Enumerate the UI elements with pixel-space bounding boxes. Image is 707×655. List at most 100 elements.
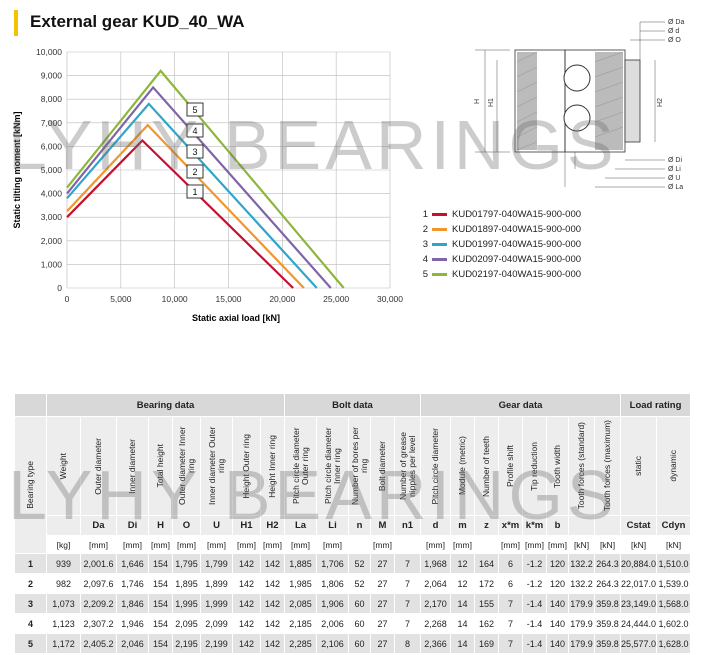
callout-box: [186, 102, 204, 117]
x-tick-label: 20,000: [269, 294, 295, 304]
callout-box: [186, 144, 204, 159]
table-cell: 142: [232, 573, 261, 594]
table-cell: 1,795: [172, 553, 201, 574]
column-unit: [mm]: [200, 535, 233, 554]
column-symbol: n1: [394, 515, 421, 536]
table-cell: 154: [148, 573, 173, 594]
table-cell: 142: [260, 633, 285, 654]
table-cell: 142: [232, 593, 261, 614]
diag-label-o: Ø O: [668, 37, 681, 44]
table-cell: 2,064: [420, 573, 451, 594]
table-cell: 1,073: [46, 593, 81, 614]
x-tick-label: 30,000: [377, 294, 403, 304]
table-cell: 1,906: [316, 593, 349, 614]
column-label: Outer diameter Inner ring: [172, 416, 201, 516]
table-cell: 179.9: [568, 633, 595, 654]
column-label: Height Inner ring: [260, 416, 285, 516]
table-cell: 142: [232, 633, 261, 654]
column-unit: [kN]: [594, 535, 621, 554]
diag-label-la: Ø La: [668, 184, 683, 191]
column-symbol: Da: [80, 515, 117, 536]
column-symbol: [46, 515, 81, 536]
page-title: External gear KUD_40_WA: [30, 12, 245, 31]
table-label-row: Bearing type Weight Outer diameter Inner di…: [14, 416, 692, 554]
table-cell: 2,085: [284, 593, 317, 614]
table-cell: 12: [450, 573, 475, 594]
column-label: Number of bores per ring: [348, 416, 371, 516]
table-cell: -1.2: [522, 553, 547, 574]
table-cell: 120: [546, 573, 569, 594]
table-row: 1 939 2,001.6 1,646 154 1,795 1,799 142 142 1,885…: [14, 553, 692, 574]
table-cell: 1,646: [116, 553, 149, 574]
table-cell: 2,046: [116, 633, 149, 654]
column-symbol: H1: [232, 515, 261, 536]
callout-label: 2: [192, 167, 197, 177]
callout-label: 1: [192, 187, 197, 197]
callout-box: [186, 123, 204, 138]
table-cell: 60: [348, 593, 371, 614]
column-label: Pitch circle diameter: [420, 416, 451, 516]
table-cell: 2,195: [172, 633, 201, 654]
series-callout-3: 3: [186, 144, 204, 159]
table-cell: 7: [498, 613, 523, 634]
column-label: Number of teeth: [474, 416, 499, 516]
column-label: Bolt diameter: [370, 416, 395, 516]
column-label: Outer diameter: [80, 416, 117, 516]
table-cell: 179.9: [568, 593, 595, 614]
series-callout-5: 5: [186, 102, 204, 117]
table-cell: 1,746: [116, 573, 149, 594]
column-unit: [mm]: [260, 535, 285, 554]
y-axis-label: Static tilting moment [kNm]: [12, 111, 22, 228]
column-label: Profile shift: [498, 416, 523, 516]
table-cell: 27: [370, 593, 395, 614]
callout-box: [186, 164, 204, 179]
chart-grid: [66, 51, 391, 289]
table-cell: 154: [148, 613, 173, 634]
column-symbol: Di: [116, 515, 149, 536]
table-cell: 2,199: [200, 633, 233, 654]
table-cell: 7: [394, 573, 421, 594]
column-symbol: Li: [316, 515, 349, 536]
legend-item: 3 KUD01997-040WA15-900-000: [418, 237, 581, 252]
column-symbol: O: [172, 515, 201, 536]
callout-box: [186, 184, 204, 199]
bearing-cross-section-diagram: Ø Da Ø d Ø O Ø Di Ø Li Ø U Ø La H H1 H2: [474, 19, 684, 191]
column-unit: [kN]: [656, 535, 692, 554]
diag-label-h1: H1: [488, 98, 495, 107]
table-cell: 2,097.6: [80, 573, 117, 594]
y-tick-label: 3,000: [41, 212, 63, 222]
table-cell: 142: [232, 613, 261, 634]
series-line-4: [66, 85, 332, 289]
table-body: 1 939 2,001.6 1,646 154 1,795 1,799 142 142 1,885…: [14, 553, 692, 654]
series-line-2: [66, 123, 305, 289]
table-cell: 264.3: [594, 573, 621, 594]
column-unit: [mm]: [370, 535, 395, 554]
row-id-cell: 3: [14, 593, 47, 614]
column-label: Tooth forces (maximum): [594, 416, 621, 516]
table-cell: 1,999: [200, 593, 233, 614]
column-unit: [mm]: [148, 535, 173, 554]
column-symbol: H: [148, 515, 173, 536]
column-unit: [kN]: [568, 535, 595, 554]
diag-label-u: Ø U: [668, 175, 680, 182]
column-unit: [mm]: [116, 535, 149, 554]
legend-swatch: [432, 213, 447, 216]
table-cell: 2,185: [284, 613, 317, 634]
table-cell: 1,995: [172, 593, 201, 614]
table-cell: 2,209.2: [80, 593, 117, 614]
column-unit: [mm]: [284, 535, 317, 554]
table-cell: 27: [370, 573, 395, 594]
table-cell: 2,099: [200, 613, 233, 634]
y-tick-label: 6,000: [41, 141, 63, 151]
legend-number: 3: [422, 239, 428, 250]
y-tick-label: 9,000: [41, 71, 63, 81]
table-cell: 264.3: [594, 553, 621, 574]
table-cell: 359.8: [594, 613, 621, 634]
legend-number: 2: [422, 224, 428, 235]
table-cell: 140: [546, 633, 569, 654]
series-line-3: [66, 102, 318, 289]
callout-label: 5: [192, 105, 197, 115]
column-label: Tooth width: [546, 416, 569, 516]
table-cell: 1,510.0: [656, 553, 692, 574]
y-tick-label: 7,000: [41, 118, 63, 128]
